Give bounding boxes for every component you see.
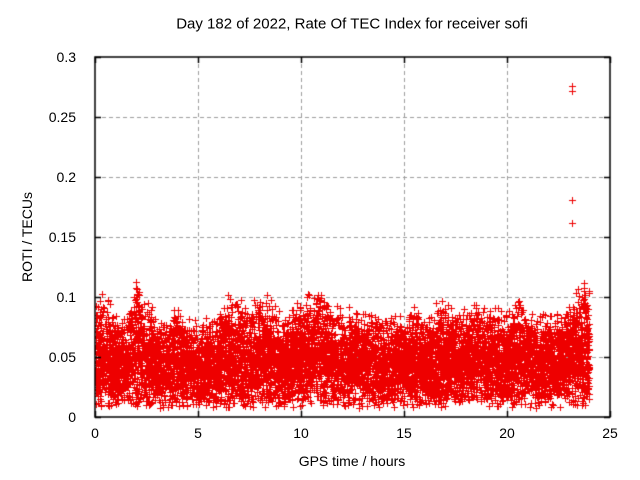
chart-title: Day 182 of 2022, Rate Of TEC Index for r… — [176, 15, 528, 33]
x-axis-label: GPS time / hours — [298, 453, 406, 469]
y-tick-label: 0.3 — [56, 49, 76, 65]
y-tick-label: 0.15 — [48, 229, 76, 245]
x-tick-label: 25 — [602, 425, 618, 441]
x-tick-label: 20 — [499, 425, 515, 441]
x-tick-label: 15 — [396, 425, 412, 441]
y-tick-label: 0.05 — [48, 349, 76, 365]
x-tick-label: 5 — [194, 425, 202, 441]
y-tick-label: 0.1 — [56, 289, 76, 305]
y-tick-label: 0.25 — [48, 109, 76, 125]
x-tick-label: 10 — [293, 425, 309, 441]
y-axis-label: ROTI / TECUs — [19, 192, 35, 282]
y-tick-label: 0 — [68, 409, 76, 425]
x-tick-label: 0 — [91, 425, 99, 441]
y-tick-label: 0.2 — [56, 169, 76, 185]
